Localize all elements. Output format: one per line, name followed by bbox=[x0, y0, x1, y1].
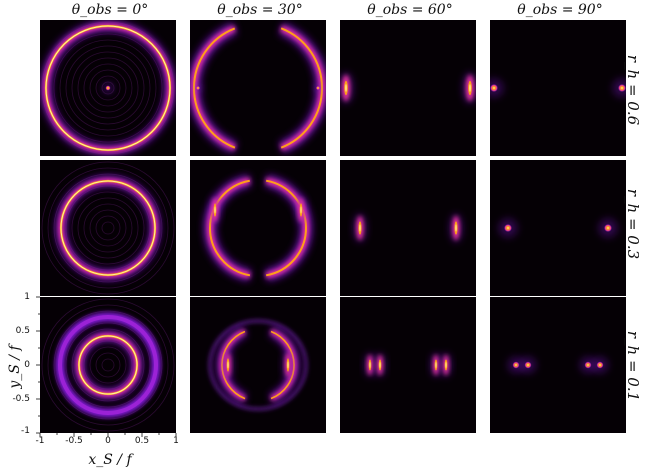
column-title-0: θ_obs = 0° bbox=[71, 2, 149, 18]
panel-r0-c2 bbox=[340, 20, 476, 156]
x-tick: 0.5 bbox=[134, 436, 150, 446]
y-axis-label: y_S / f bbox=[7, 345, 23, 389]
panel-r0-c0 bbox=[40, 20, 176, 156]
row-label-0.3: r_h = 0.3 bbox=[624, 188, 642, 260]
column-title-60: θ_obs = 60° bbox=[367, 2, 453, 18]
column-title-90: θ_obs = 90° bbox=[517, 2, 603, 18]
x-tick: -0.5 bbox=[65, 436, 83, 446]
panel-r0-c3 bbox=[490, 20, 626, 156]
panel-r1-c1 bbox=[190, 160, 326, 296]
y-tick: 0 bbox=[24, 360, 30, 370]
panel-r2-c1 bbox=[190, 297, 326, 433]
panel-r2-c2 bbox=[340, 297, 476, 433]
row-label-0.1: r_h = 0.1 bbox=[624, 330, 642, 402]
axes-ticks bbox=[36, 296, 177, 437]
column-title-30: θ_obs = 30° bbox=[217, 2, 303, 18]
panel-r1-c0 bbox=[40, 160, 176, 296]
y-tick: 0.5 bbox=[15, 326, 30, 336]
panel-r2-c0 bbox=[40, 297, 176, 433]
row-label-0.6: r_h = 0.6 bbox=[624, 54, 642, 126]
x-tick: 0 bbox=[105, 436, 111, 446]
x-axis-label: x_S / f bbox=[88, 452, 132, 468]
panel-r1-c3 bbox=[490, 160, 626, 296]
x-tick: -1 bbox=[35, 436, 45, 446]
x-tick: 1 bbox=[173, 436, 179, 446]
panel-r0-c1 bbox=[190, 20, 326, 156]
y-tick: -1 bbox=[21, 426, 30, 436]
y-tick: -0.5 bbox=[12, 394, 30, 404]
panel-r1-c2 bbox=[340, 160, 476, 296]
panel-r2-c3 bbox=[490, 297, 626, 433]
y-tick: 1 bbox=[24, 292, 30, 302]
